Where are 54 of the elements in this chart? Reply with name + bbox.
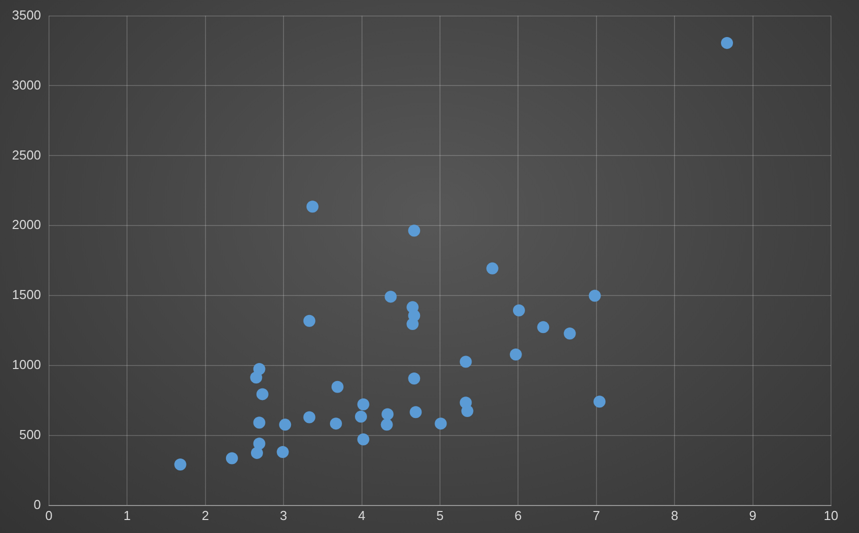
x-tick-label: 3 xyxy=(280,508,288,523)
x-tick-label: 10 xyxy=(824,508,838,523)
point xyxy=(330,418,342,430)
point xyxy=(250,446,263,459)
point xyxy=(408,224,420,237)
point xyxy=(256,388,268,400)
point xyxy=(303,314,316,327)
point xyxy=(279,418,292,431)
point xyxy=(306,200,318,213)
x-tick-label: 1 xyxy=(124,508,131,523)
point xyxy=(461,404,474,417)
y-tick-label: 2000 xyxy=(12,217,41,232)
point xyxy=(537,321,550,334)
point xyxy=(408,372,420,385)
y-tick-label: 3500 xyxy=(12,7,41,22)
x-tick-label: 0 xyxy=(45,508,53,523)
point xyxy=(357,398,370,410)
point xyxy=(303,411,316,424)
point xyxy=(434,418,447,430)
point xyxy=(380,418,393,431)
point xyxy=(332,380,344,393)
point xyxy=(594,396,606,408)
point xyxy=(253,363,266,376)
y-tick-label: 0 xyxy=(34,496,41,512)
point xyxy=(510,348,522,360)
point xyxy=(588,290,601,302)
point xyxy=(226,452,238,464)
y-tick-label: 1500 xyxy=(12,287,41,302)
x-tick-label: 8 xyxy=(670,508,678,523)
point xyxy=(564,327,576,340)
y-tick-label: 500 xyxy=(19,427,41,442)
x-tick-label: 5 xyxy=(436,508,444,523)
x-tick-label: 7 xyxy=(592,508,600,523)
x-tick-label: 2 xyxy=(202,508,209,523)
x-tick-label: 9 xyxy=(749,508,756,523)
point xyxy=(460,356,472,368)
point xyxy=(486,262,498,274)
point xyxy=(384,290,397,303)
x-tick-label: 4 xyxy=(358,508,366,523)
point xyxy=(406,318,419,330)
point xyxy=(354,410,367,423)
x-tick-label: 6 xyxy=(514,508,522,523)
point xyxy=(276,446,289,458)
point xyxy=(382,408,394,420)
point xyxy=(720,36,733,49)
y-tick-label: 3000 xyxy=(12,77,41,92)
point xyxy=(512,304,525,316)
point xyxy=(253,416,266,429)
y-tick-label: 1000 xyxy=(12,357,41,372)
point xyxy=(410,406,422,418)
point xyxy=(174,458,186,471)
point xyxy=(357,433,370,446)
y-tick-label: 2500 xyxy=(12,147,41,162)
point xyxy=(253,438,266,450)
